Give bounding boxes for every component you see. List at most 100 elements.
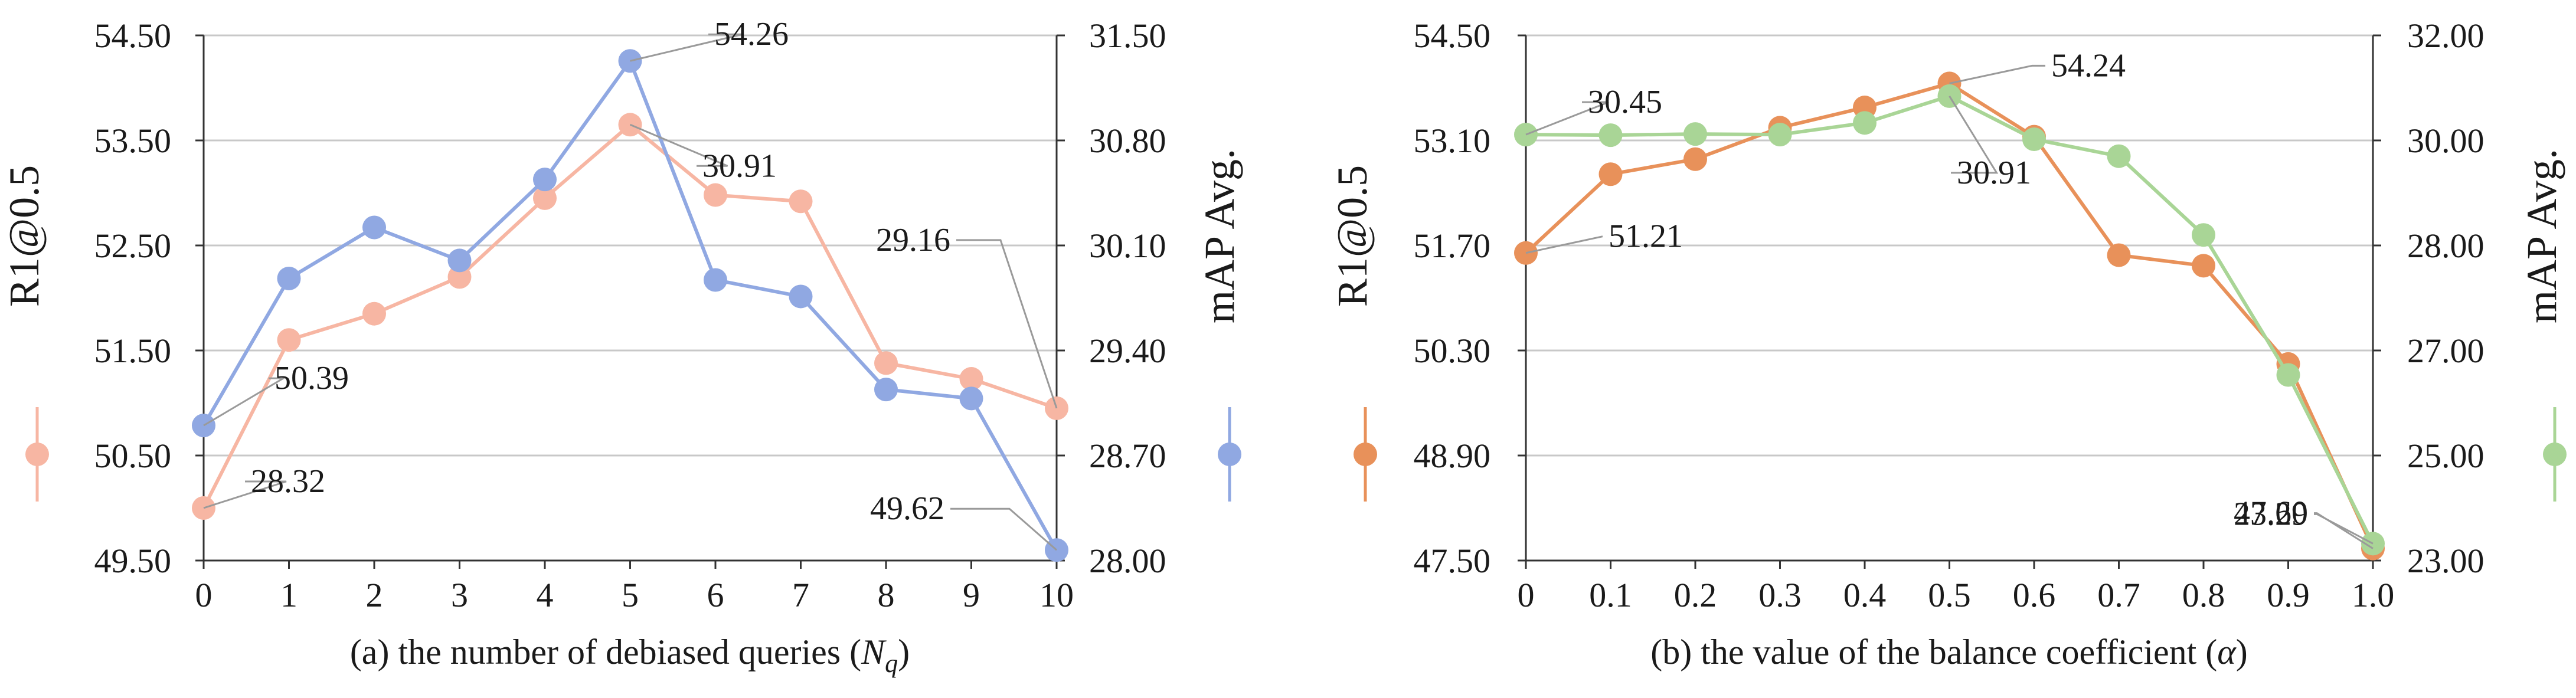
caption-suffix: )	[2236, 633, 2248, 671]
data-point-map	[704, 268, 727, 292]
data-point-map	[2022, 127, 2046, 152]
data-point-r1	[277, 328, 301, 352]
y-tick-label-left: 51.70	[1414, 227, 1491, 265]
data-point-r1	[959, 367, 983, 391]
x-tick-label: 7	[792, 576, 809, 614]
x-tick-label: 5	[622, 576, 639, 614]
legend-marker-r1	[25, 443, 49, 466]
series-line-r1	[202, 123, 1057, 509]
annotation-leader	[630, 33, 743, 62]
y-tick-label-left: 53.10	[1414, 122, 1491, 160]
x-tick-label: 3	[451, 576, 468, 614]
x-tick-label: 0.3	[1758, 576, 1802, 614]
data-point-map	[362, 215, 386, 240]
data-point-r1	[704, 183, 727, 207]
y-tick-label-left: 50.50	[94, 437, 172, 475]
data-point-map	[447, 248, 472, 273]
data-point-map	[2107, 144, 2131, 168]
legend-marker-r1	[1354, 443, 1377, 466]
y-tick-label-right: 27.00	[2407, 332, 2485, 370]
x-tick-label: 0	[195, 576, 213, 614]
x-tick-label: 0	[1518, 576, 1535, 614]
y-tick-label-right: 25.00	[2407, 437, 2485, 475]
caption-suffix: )	[898, 633, 910, 671]
legend-marker-map	[1218, 443, 1241, 466]
y-tick-label-right: 30.10	[1089, 227, 1166, 265]
annotation-label: 30.91	[1957, 155, 2031, 191]
y-tick-label-left: 49.50	[94, 542, 172, 580]
subfigure-caption: (a) the number of debiased queries (Nq)	[350, 633, 910, 678]
y-tick-label-left: 48.90	[1414, 437, 1491, 475]
annotation-label: 50.39	[274, 360, 349, 396]
annotation-label: 30.91	[702, 148, 777, 184]
data-point-map	[789, 284, 813, 309]
x-tick-label: 0.9	[2267, 576, 2310, 614]
y-tick-label-right: 30.00	[2407, 122, 2485, 160]
annotation-label: 29.16	[876, 222, 950, 258]
y-axis-title-left: R1@0.5	[1329, 165, 1376, 307]
chart-b: 47.50 23.00 48.90 25.00 50.30 27.00 51.70 28.00…	[1329, 17, 2567, 671]
x-tick-label: 10	[1039, 576, 1074, 614]
data-point-map	[2192, 223, 2215, 247]
data-point-map	[2276, 363, 2300, 387]
y-axis-title-right: mAP Avg.	[2518, 149, 2565, 323]
caption-subscript: q	[885, 649, 898, 678]
annotation-label: 47.60	[2234, 495, 2308, 532]
y-tick-label-left: 53.50	[94, 122, 172, 160]
data-point-map	[1683, 122, 1707, 146]
x-tick-label: 1	[280, 576, 298, 614]
data-point-map	[277, 266, 301, 290]
caption-symbol: N	[861, 633, 887, 671]
annotation-label: 54.24	[2051, 47, 2126, 84]
annotation-leader	[950, 507, 1057, 551]
x-tick-label: 9	[963, 576, 980, 614]
y-axis-title-right: mAP Avg.	[1196, 149, 1243, 323]
y-tick-label-left: 51.50	[94, 332, 172, 370]
data-point-r1	[533, 186, 557, 210]
x-tick-label: 8	[878, 576, 895, 614]
data-point-r1	[789, 189, 813, 214]
y-tick-label-left: 52.50	[94, 227, 172, 265]
y-tick-label-right: 29.40	[1089, 332, 1166, 370]
x-tick-label: 0.6	[2013, 576, 2056, 614]
annotation-leader	[1525, 101, 1609, 136]
y-tick-label-right: 23.00	[2407, 542, 2485, 580]
x-tick-label: 0.1	[1589, 576, 1632, 614]
y-tick-label-right: 28.70	[1089, 437, 1166, 475]
x-tick-label: 2	[366, 576, 383, 614]
x-tick-label: 0.7	[2097, 576, 2140, 614]
data-point-r1	[874, 351, 898, 375]
annotation-leader	[203, 480, 287, 509]
data-point-r1	[1598, 162, 1623, 186]
data-point-map	[874, 378, 898, 402]
y-axis-title-left: R1@0.5	[1, 165, 48, 307]
chart-a: 49.50 28.00 50.50 28.70 51.50 29.40 52.50 30.10…	[1, 16, 1243, 678]
y-tick-label-left: 54.50	[94, 17, 172, 55]
y-tick-label-right: 30.80	[1089, 122, 1166, 160]
y-tick-label-left: 50.30	[1414, 332, 1491, 370]
annotation-label: 30.45	[1588, 84, 1662, 120]
annotation-leader	[203, 377, 287, 427]
x-tick-label: 4	[537, 576, 554, 614]
y-tick-label-left: 47.50	[1414, 542, 1491, 580]
annotation-leader	[2314, 512, 2374, 549]
data-point-map	[1768, 123, 1792, 147]
annotation-label: 54.26	[714, 16, 789, 53]
annotation-leader	[1525, 235, 1603, 254]
caption-text: (b) the value of the balance coefficient…	[1650, 633, 2217, 671]
legend-marker-map	[2543, 443, 2567, 466]
x-tick-label: 1.0	[2352, 576, 2395, 614]
y-tick-label-right: 28.00	[1089, 542, 1166, 580]
y-tick-label-right: 28.00	[2407, 227, 2485, 265]
annotation-leader	[629, 123, 728, 167]
data-point-map	[1598, 123, 1623, 148]
x-tick-label: 0.4	[1843, 576, 1887, 614]
data-point-r1	[362, 302, 386, 326]
y-tick-label-right: 32.00	[2407, 17, 2485, 55]
data-point-r1	[447, 265, 472, 289]
data-point-r1	[2107, 243, 2131, 267]
data-point-r1	[1683, 147, 1707, 171]
series-line-r1	[1524, 81, 2375, 549]
x-tick-label: 0.5	[1928, 576, 1971, 614]
